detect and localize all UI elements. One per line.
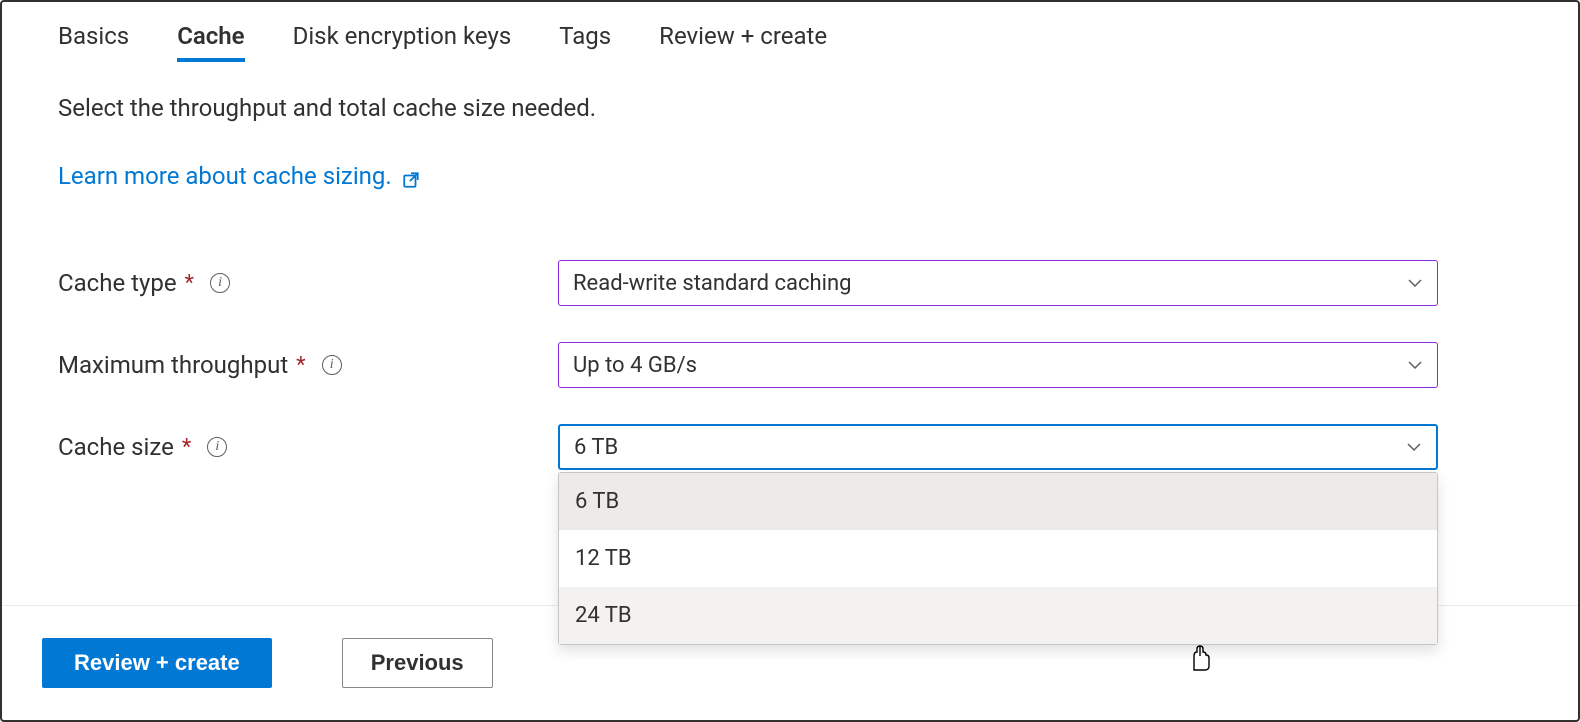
learn-more-link[interactable]: Learn more about cache sizing.: [58, 162, 420, 190]
tab-basics[interactable]: Basics: [58, 22, 129, 62]
tab-bar: Basics Cache Disk encryption keys Tags R…: [58, 22, 1522, 62]
required-indicator: *: [296, 353, 305, 378]
learn-more-text: Learn more about cache sizing.: [58, 162, 392, 190]
info-icon[interactable]: i: [207, 437, 227, 457]
tab-disk-encryption-keys[interactable]: Disk encryption keys: [293, 22, 512, 62]
content-area: Basics Cache Disk encryption keys Tags R…: [2, 2, 1578, 470]
required-indicator: *: [182, 435, 191, 460]
required-indicator: *: [185, 271, 194, 296]
cache-size-row: Cache size * i 6 TB 6 TB 12 TB 24 TB: [58, 424, 1522, 470]
chevron-down-icon: [1407, 278, 1423, 288]
cache-size-dropdown-wrapper: 6 TB 6 TB 12 TB 24 TB: [558, 424, 1438, 470]
page-description: Select the throughput and total cache si…: [58, 94, 1522, 122]
tab-review-create[interactable]: Review + create: [659, 22, 827, 62]
tab-tags[interactable]: Tags: [559, 22, 611, 62]
info-icon[interactable]: i: [322, 355, 342, 375]
cache-type-value: Read-write standard caching: [573, 271, 851, 296]
tab-cache[interactable]: Cache: [177, 22, 244, 62]
previous-button[interactable]: Previous: [342, 638, 493, 688]
max-throughput-label-text: Maximum throughput: [58, 351, 288, 379]
max-throughput-label: Maximum throughput * i: [58, 351, 558, 379]
cache-size-label-text: Cache size: [58, 433, 174, 461]
cache-size-value: 6 TB: [574, 435, 618, 460]
cache-size-label: Cache size * i: [58, 433, 558, 461]
cache-size-option-1[interactable]: 12 TB: [559, 530, 1437, 587]
cache-size-option-0[interactable]: 6 TB: [559, 473, 1437, 530]
chevron-down-icon: [1407, 360, 1423, 370]
max-throughput-value: Up to 4 GB/s: [573, 353, 697, 378]
cache-type-select[interactable]: Read-write standard caching: [558, 260, 1438, 306]
max-throughput-select[interactable]: Up to 4 GB/s: [558, 342, 1438, 388]
chevron-down-icon: [1406, 442, 1422, 452]
cursor-pointer-icon: [1186, 642, 1212, 672]
cache-type-label-text: Cache type: [58, 269, 177, 297]
external-link-icon: [402, 167, 420, 185]
cache-size-options: 6 TB 12 TB 24 TB: [558, 472, 1438, 645]
info-icon[interactable]: i: [210, 273, 230, 293]
cache-type-label: Cache type * i: [58, 269, 558, 297]
max-throughput-row: Maximum throughput * i Up to 4 GB/s: [58, 342, 1522, 388]
cache-size-option-2[interactable]: 24 TB: [559, 587, 1437, 644]
review-create-button[interactable]: Review + create: [42, 638, 272, 688]
cache-type-row: Cache type * i Read-write standard cachi…: [58, 260, 1522, 306]
cache-size-select[interactable]: 6 TB: [558, 424, 1438, 470]
